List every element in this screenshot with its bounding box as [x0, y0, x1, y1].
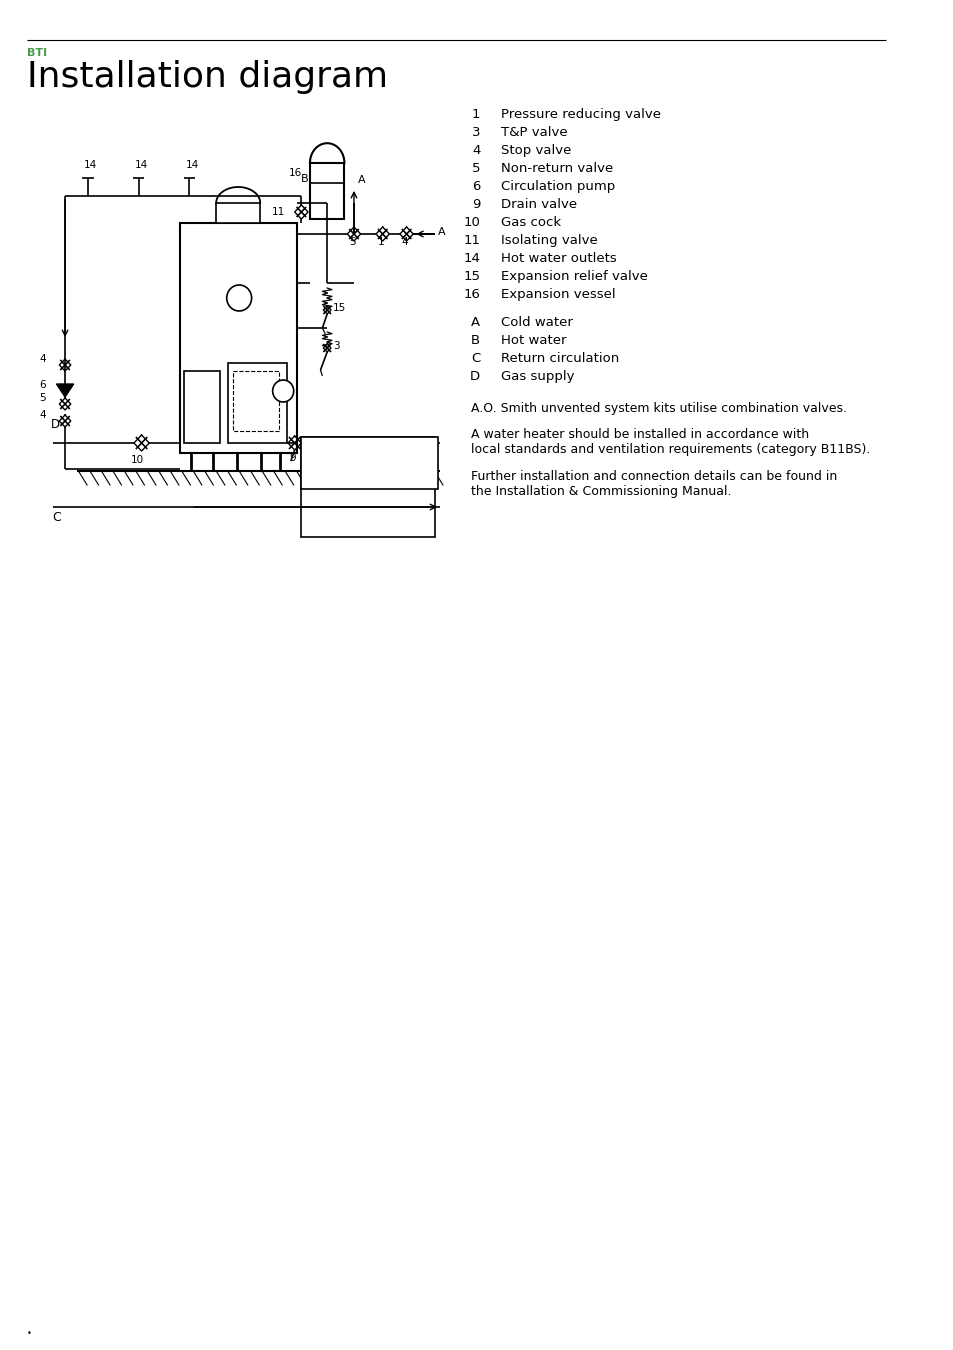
- Text: C: C: [471, 352, 479, 365]
- Text: Expansion vessel: Expansion vessel: [500, 288, 616, 301]
- Text: 3: 3: [472, 126, 479, 139]
- Text: 4: 4: [39, 410, 46, 420]
- Text: 5: 5: [472, 162, 479, 176]
- Text: 16: 16: [289, 167, 302, 178]
- Text: Pressure reducing valve: Pressure reducing valve: [500, 108, 660, 122]
- Text: Installation diagram: Installation diagram: [27, 59, 388, 95]
- Text: Stop valve: Stop valve: [500, 144, 571, 157]
- Text: A water heater should be installed in accordance with
local standards and ventil: A water heater should be installed in ac…: [470, 428, 869, 456]
- Text: 4: 4: [472, 144, 479, 157]
- Text: B: B: [300, 174, 308, 184]
- Text: 11: 11: [272, 207, 285, 217]
- Text: 14: 14: [463, 252, 479, 265]
- Text: 4: 4: [401, 238, 408, 247]
- Text: 3: 3: [333, 342, 339, 351]
- Text: Circulation pump: Circulation pump: [500, 180, 615, 193]
- Circle shape: [273, 379, 294, 402]
- Text: 10: 10: [463, 216, 479, 230]
- Text: 16: 16: [463, 288, 479, 301]
- Text: 15: 15: [333, 302, 346, 313]
- Text: A: A: [471, 316, 479, 329]
- Text: 14: 14: [84, 161, 97, 170]
- Text: 11: 11: [463, 234, 479, 247]
- Text: Gas supply: Gas supply: [500, 370, 575, 383]
- Text: 14: 14: [186, 161, 198, 170]
- Text: A.O. Smith unvented system kits utilise combination valves.: A.O. Smith unvented system kits utilise …: [470, 402, 846, 414]
- Text: Gas cock: Gas cock: [500, 216, 560, 230]
- Text: 10: 10: [132, 455, 144, 464]
- Text: D: D: [51, 418, 60, 431]
- Text: 9: 9: [472, 198, 479, 211]
- Bar: [233, 371, 279, 431]
- Bar: [184, 371, 220, 443]
- Circle shape: [227, 285, 252, 310]
- Text: BTI: BTI: [27, 49, 47, 58]
- Text: Expansion relief valve: Expansion relief valve: [500, 270, 647, 284]
- Bar: [216, 202, 260, 223]
- Text: D: D: [470, 370, 479, 383]
- Text: 5: 5: [349, 238, 355, 247]
- Text: •: •: [27, 1328, 31, 1338]
- Text: 4: 4: [39, 354, 46, 364]
- Text: 5: 5: [39, 393, 46, 404]
- Text: B: B: [471, 333, 479, 347]
- Bar: [301, 437, 437, 489]
- Text: 15: 15: [463, 270, 479, 284]
- Text: 9: 9: [289, 454, 295, 463]
- Text: 14: 14: [134, 161, 148, 170]
- Text: Cold water: Cold water: [500, 316, 573, 329]
- Text: 1: 1: [377, 238, 384, 247]
- Bar: [228, 363, 287, 443]
- Text: 6: 6: [39, 379, 46, 390]
- Text: Return circulation: Return circulation: [500, 352, 618, 365]
- Text: Hot water outlets: Hot water outlets: [500, 252, 617, 265]
- Bar: [180, 223, 296, 454]
- Text: T&P valve: T&P valve: [500, 126, 567, 139]
- Text: Drain valve: Drain valve: [500, 198, 577, 211]
- Text: 6: 6: [472, 180, 479, 193]
- Text: Non-return valve: Non-return valve: [500, 162, 613, 176]
- Text: A: A: [357, 176, 365, 185]
- Bar: [310, 163, 344, 219]
- Polygon shape: [56, 383, 73, 397]
- Text: 1: 1: [472, 108, 479, 122]
- Text: C: C: [52, 512, 61, 524]
- Text: A: A: [437, 227, 445, 238]
- Text: Further installation and connection details can be found in
the Installation & C: Further installation and connection deta…: [470, 470, 836, 498]
- Text: Isolating valve: Isolating valve: [500, 234, 598, 247]
- Text: Hot water: Hot water: [500, 333, 566, 347]
- Bar: [301, 437, 435, 537]
